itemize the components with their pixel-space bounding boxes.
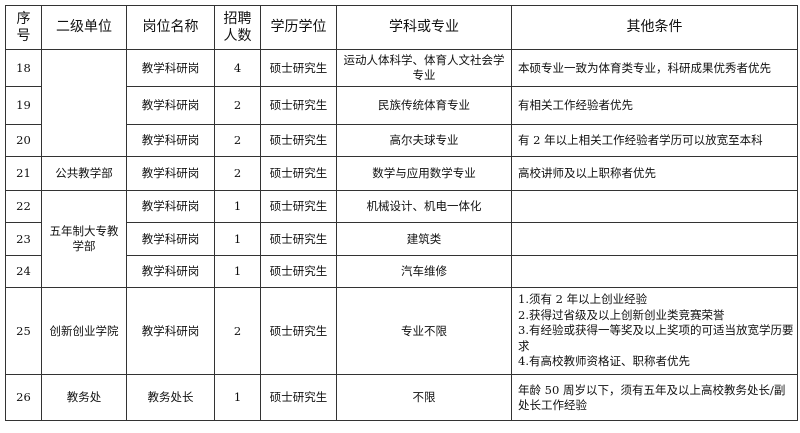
row-no: 26 — [5, 374, 42, 421]
condition-line: 3.有经验或获得一等奖及以上奖项的可适当放宽学历要求 — [518, 323, 794, 353]
degree-cell: 硕士研究生 — [260, 190, 337, 223]
conditions-cell: 年龄 50 周岁以下，须有五年及以上高校教务处长/副处长工作经验 — [511, 374, 798, 421]
row-no: 24 — [5, 255, 42, 288]
condition-line: 1.须有 2 年以上创业经验 — [518, 292, 648, 307]
major-cell: 高尔夫球专业 — [336, 124, 512, 157]
table-row: 25 创新创业学院 教学科研岗 2 硕士研究生 专业不限 1.须有 2 年以上创… — [5, 287, 798, 375]
post-cell: 教学科研岗 — [126, 86, 215, 125]
row-no: 20 — [5, 124, 42, 157]
conditions-cell: 本硕专业一致为体育类专业，科研成果优秀者优先 — [511, 49, 798, 87]
post-cell: 教学科研岗 — [126, 156, 215, 191]
conditions-cell: 高校讲师及以上职称者优先 — [511, 156, 798, 191]
major-cell: 数学与应用数学专业 — [336, 156, 512, 191]
table-row: 19 教学科研岗 2 硕士研究生 民族传统体育专业 有相关工作经验者优先 — [5, 86, 798, 125]
unit-cell: 五年制大专教学部 — [41, 190, 127, 288]
unit-cell: 教务处 — [41, 374, 127, 421]
major-cell: 建筑类 — [336, 222, 512, 256]
degree-cell: 硕士研究生 — [260, 86, 337, 125]
condition-line: 4.有高校教师资格证、职称者优先 — [518, 354, 690, 369]
degree-cell: 硕士研究生 — [260, 374, 337, 421]
header-degree: 学历学位 — [260, 5, 337, 50]
degree-cell: 硕士研究生 — [260, 49, 337, 87]
count-cell: 1 — [214, 222, 261, 256]
conditions-cell — [511, 190, 798, 223]
post-cell: 教学科研岗 — [126, 255, 215, 288]
table-row: 21 公共教学部 教学科研岗 2 硕士研究生 数学与应用数学专业 高校讲师及以上… — [5, 156, 798, 191]
table-row: 26 教务处 教务处长 1 硕士研究生 不限 年龄 50 周岁以下，须有五年及以… — [5, 374, 798, 421]
degree-cell: 硕士研究生 — [260, 287, 337, 375]
unit-cell: 公共教学部 — [41, 156, 127, 191]
post-cell: 教学科研岗 — [126, 287, 215, 375]
count-cell: 4 — [214, 49, 261, 87]
table-row: 22 五年制大专教学部 教学科研岗 1 硕士研究生 机械设计、机电一体化 — [5, 190, 798, 288]
header-count: 招聘人数 — [214, 5, 261, 50]
header-unit: 二级单位 — [41, 5, 127, 50]
post-cell: 教务处长 — [126, 374, 215, 421]
conditions-cell: 有 2 年以上相关工作经验者学历可以放宽至本科 — [511, 124, 798, 157]
header-no: 序号 — [5, 5, 42, 50]
row-no: 25 — [5, 287, 42, 375]
post-cell: 教学科研岗 — [126, 124, 215, 157]
post-cell: 教学科研岗 — [126, 190, 215, 223]
row-no: 19 — [5, 86, 42, 125]
row-no: 21 — [5, 156, 42, 191]
conditions-cell — [511, 255, 798, 288]
degree-cell: 硕士研究生 — [260, 255, 337, 288]
recruitment-table: 序号 二级单位 岗位名称 招聘人数 学历学位 学科或专业 其他条件 18 教学科… — [5, 5, 798, 421]
major-cell: 汽车维修 — [336, 255, 512, 288]
header-conditions: 其他条件 — [511, 5, 798, 50]
degree-cell: 硕士研究生 — [260, 222, 337, 256]
condition-line: 2.获得过省级及以上创新创业类竞赛荣誉 — [518, 307, 725, 322]
header-row: 序号 二级单位 岗位名称 招聘人数 学历学位 学科或专业 其他条件 — [5, 5, 798, 50]
count-cell: 2 — [214, 86, 261, 125]
major-cell: 不限 — [336, 374, 512, 421]
row-no: 22 — [5, 190, 42, 223]
unit-cell — [41, 49, 127, 157]
count-cell: 1 — [214, 255, 261, 288]
count-cell: 2 — [214, 124, 261, 157]
count-cell: 2 — [214, 156, 261, 191]
major-cell: 民族传统体育专业 — [336, 86, 512, 125]
count-cell: 1 — [214, 190, 261, 223]
major-cell: 专业不限 — [336, 287, 512, 375]
post-cell: 教学科研岗 — [126, 222, 215, 256]
count-cell: 2 — [214, 287, 261, 375]
table-row: 23 教学科研岗 1 硕士研究生 建筑类 — [5, 222, 798, 256]
degree-cell: 硕士研究生 — [260, 156, 337, 191]
table-row: 24 教学科研岗 1 硕士研究生 汽车维修 — [5, 255, 798, 288]
table-row: 20 教学科研岗 2 硕士研究生 高尔夫球专业 有 2 年以上相关工作经验者学历… — [5, 124, 798, 157]
count-cell: 1 — [214, 374, 261, 421]
table-row: 18 教学科研岗 4 硕士研究生 运动人体科学、体育人文社会学专业 本硕专业一致… — [5, 49, 798, 157]
header-post: 岗位名称 — [126, 5, 215, 50]
conditions-cell — [511, 222, 798, 256]
major-cell: 运动人体科学、体育人文社会学专业 — [336, 49, 512, 87]
header-major: 学科或专业 — [336, 5, 512, 50]
conditions-cell: 1.须有 2 年以上创业经验 2.获得过省级及以上创新创业类竞赛荣誉 3.有经验… — [511, 287, 798, 375]
degree-cell: 硕士研究生 — [260, 124, 337, 157]
conditions-cell: 有相关工作经验者优先 — [511, 86, 798, 125]
row-no: 23 — [5, 222, 42, 256]
row-no: 18 — [5, 49, 42, 87]
major-cell: 机械设计、机电一体化 — [336, 190, 512, 223]
unit-cell: 创新创业学院 — [41, 287, 127, 375]
post-cell: 教学科研岗 — [126, 49, 215, 87]
